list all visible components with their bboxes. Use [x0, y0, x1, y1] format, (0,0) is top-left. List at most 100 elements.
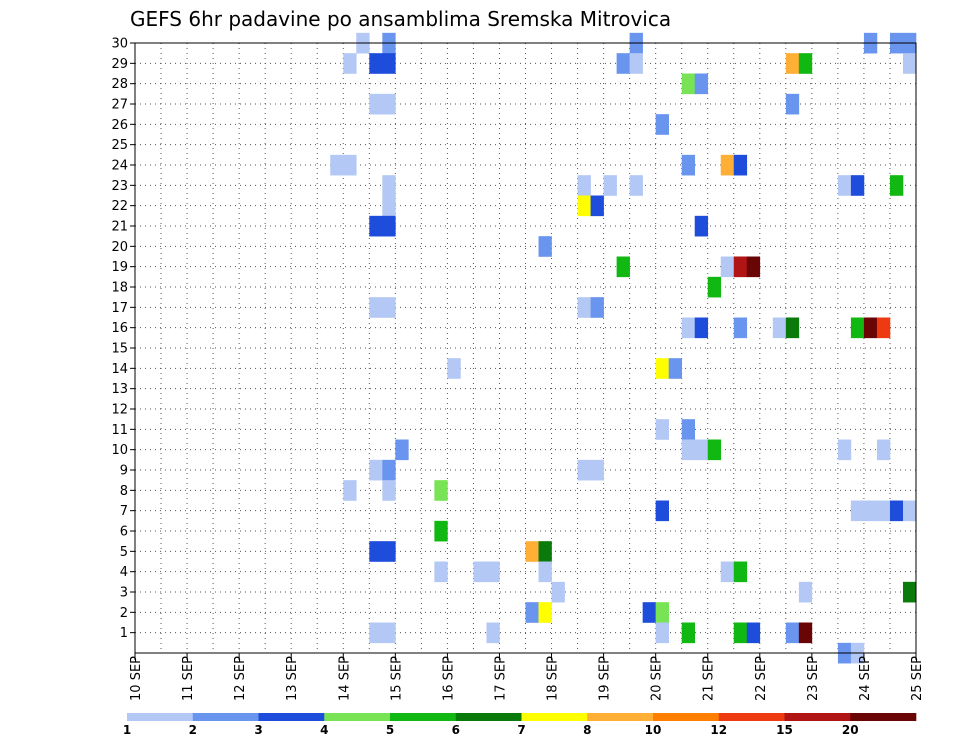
x-tick-label: 16 SEP — [441, 656, 456, 701]
y-tick-label: 25 — [111, 138, 128, 153]
heatmap-cell — [850, 500, 865, 522]
heatmap-cell — [720, 561, 735, 583]
heatmap-cell — [577, 195, 591, 217]
heatmap-cell — [668, 358, 682, 379]
heatmap-cell — [733, 561, 748, 583]
y-tick-label: 30 — [111, 37, 128, 52]
y-tick-label: 5 — [120, 545, 128, 560]
heatmap-cell — [603, 175, 617, 196]
x-tick-label: 11 SEP — [181, 656, 196, 701]
y-tick-label: 7 — [120, 504, 128, 519]
heatmap-cell — [733, 622, 748, 644]
heatmap-cell — [382, 541, 396, 562]
y-tick-label: 1 — [120, 626, 128, 641]
y-tick-label: 22 — [111, 199, 128, 214]
heatmap-cell — [369, 53, 383, 74]
legend-label: 8 — [583, 723, 591, 737]
chart-title: GEFS 6hr padavine po ansamblima Sremska … — [130, 7, 671, 31]
legend-swatch — [850, 713, 917, 721]
y-tick-label: 2 — [120, 606, 128, 621]
heatmap-cell — [694, 215, 709, 237]
y-tick-label: 24 — [111, 159, 128, 174]
heatmap-cell — [798, 581, 813, 603]
heatmap-cell — [382, 195, 396, 217]
heatmap-cell — [655, 419, 669, 440]
legend-swatch — [587, 713, 654, 721]
heatmap-cell — [343, 53, 357, 74]
heatmap-cell — [525, 541, 539, 562]
y-tick-label: 28 — [111, 77, 128, 92]
y-axis-ticks: 1234567891011121314151617181920212223242… — [111, 37, 135, 641]
y-tick-label: 17 — [111, 301, 128, 316]
heatmap-cell — [447, 358, 461, 379]
heatmap-cell — [551, 581, 565, 603]
heatmap-cell — [902, 53, 917, 74]
heatmap-cell — [629, 175, 643, 196]
heatmap-cell — [590, 297, 604, 318]
x-tick-label: 18 SEP — [546, 656, 561, 701]
legend-swatch — [390, 713, 457, 721]
heatmap-cell — [473, 561, 487, 583]
legend-swatch — [653, 713, 720, 721]
heatmap-cell — [655, 500, 669, 522]
heatmap-cells — [330, 32, 917, 664]
heatmap-cell — [538, 602, 552, 623]
heatmap-cell — [785, 53, 800, 74]
heatmap-cell — [382, 297, 396, 318]
heatmap-cell — [876, 317, 891, 339]
legend-swatch — [521, 713, 588, 721]
heatmap-cell — [694, 317, 709, 339]
heatmap-cell — [837, 439, 852, 461]
legend-swatch — [455, 713, 522, 721]
heatmap-cell — [369, 622, 383, 644]
y-tick-label: 11 — [111, 423, 128, 438]
x-tick-label: 15 SEP — [389, 656, 404, 701]
heatmap-cell — [798, 622, 813, 644]
heatmap-cell — [382, 53, 396, 74]
heatmap-cell — [395, 439, 409, 461]
heatmap-cell — [681, 419, 696, 440]
heatmap-cell — [343, 154, 357, 176]
heatmap-cell — [382, 480, 396, 501]
x-tick-label: 21 SEP — [702, 656, 717, 701]
heatmap-cell — [850, 317, 865, 339]
heatmap-cell — [876, 439, 891, 461]
heatmap-cell — [382, 175, 396, 196]
heatmap-cell — [486, 561, 500, 583]
heatmap-cell — [863, 317, 878, 339]
legend-label: 12 — [710, 723, 727, 737]
heatmap-cell — [863, 500, 878, 522]
x-tick-label: 19 SEP — [598, 656, 613, 701]
heatmap-cell — [694, 73, 709, 95]
heatmap-cell — [720, 256, 735, 278]
heatmap-cell — [642, 602, 656, 623]
heatmap-cell — [629, 53, 643, 74]
heatmap-cell — [733, 256, 748, 278]
y-tick-label: 16 — [111, 321, 128, 336]
heatmap-cell — [785, 93, 800, 115]
heatmap-cell — [707, 276, 722, 298]
y-tick-label: 19 — [111, 260, 128, 275]
heatmap-cell — [343, 480, 357, 501]
y-tick-label: 21 — [111, 220, 128, 235]
heatmap-cell — [382, 622, 396, 644]
legend-label: 5 — [386, 723, 394, 737]
heatmap-cell — [655, 622, 669, 644]
heatmap-cell — [382, 215, 396, 237]
heatmap-cell — [837, 175, 852, 196]
legend-label: 3 — [254, 723, 262, 737]
heatmap-cell — [889, 500, 904, 522]
heatmap-cell — [785, 622, 800, 644]
heatmap-cell — [538, 236, 552, 257]
heatmap-cell — [330, 154, 344, 176]
heatmap-cell — [785, 317, 800, 339]
y-tick-label: 6 — [120, 525, 128, 540]
heatmap-cell — [369, 297, 383, 318]
heatmap-cell — [733, 317, 748, 339]
heatmap-cell — [772, 317, 787, 339]
heatmap-cell — [382, 93, 396, 115]
heatmap-cell — [577, 297, 591, 318]
heatmap-cell — [707, 439, 722, 461]
x-tick-label: 20 SEP — [650, 656, 665, 701]
